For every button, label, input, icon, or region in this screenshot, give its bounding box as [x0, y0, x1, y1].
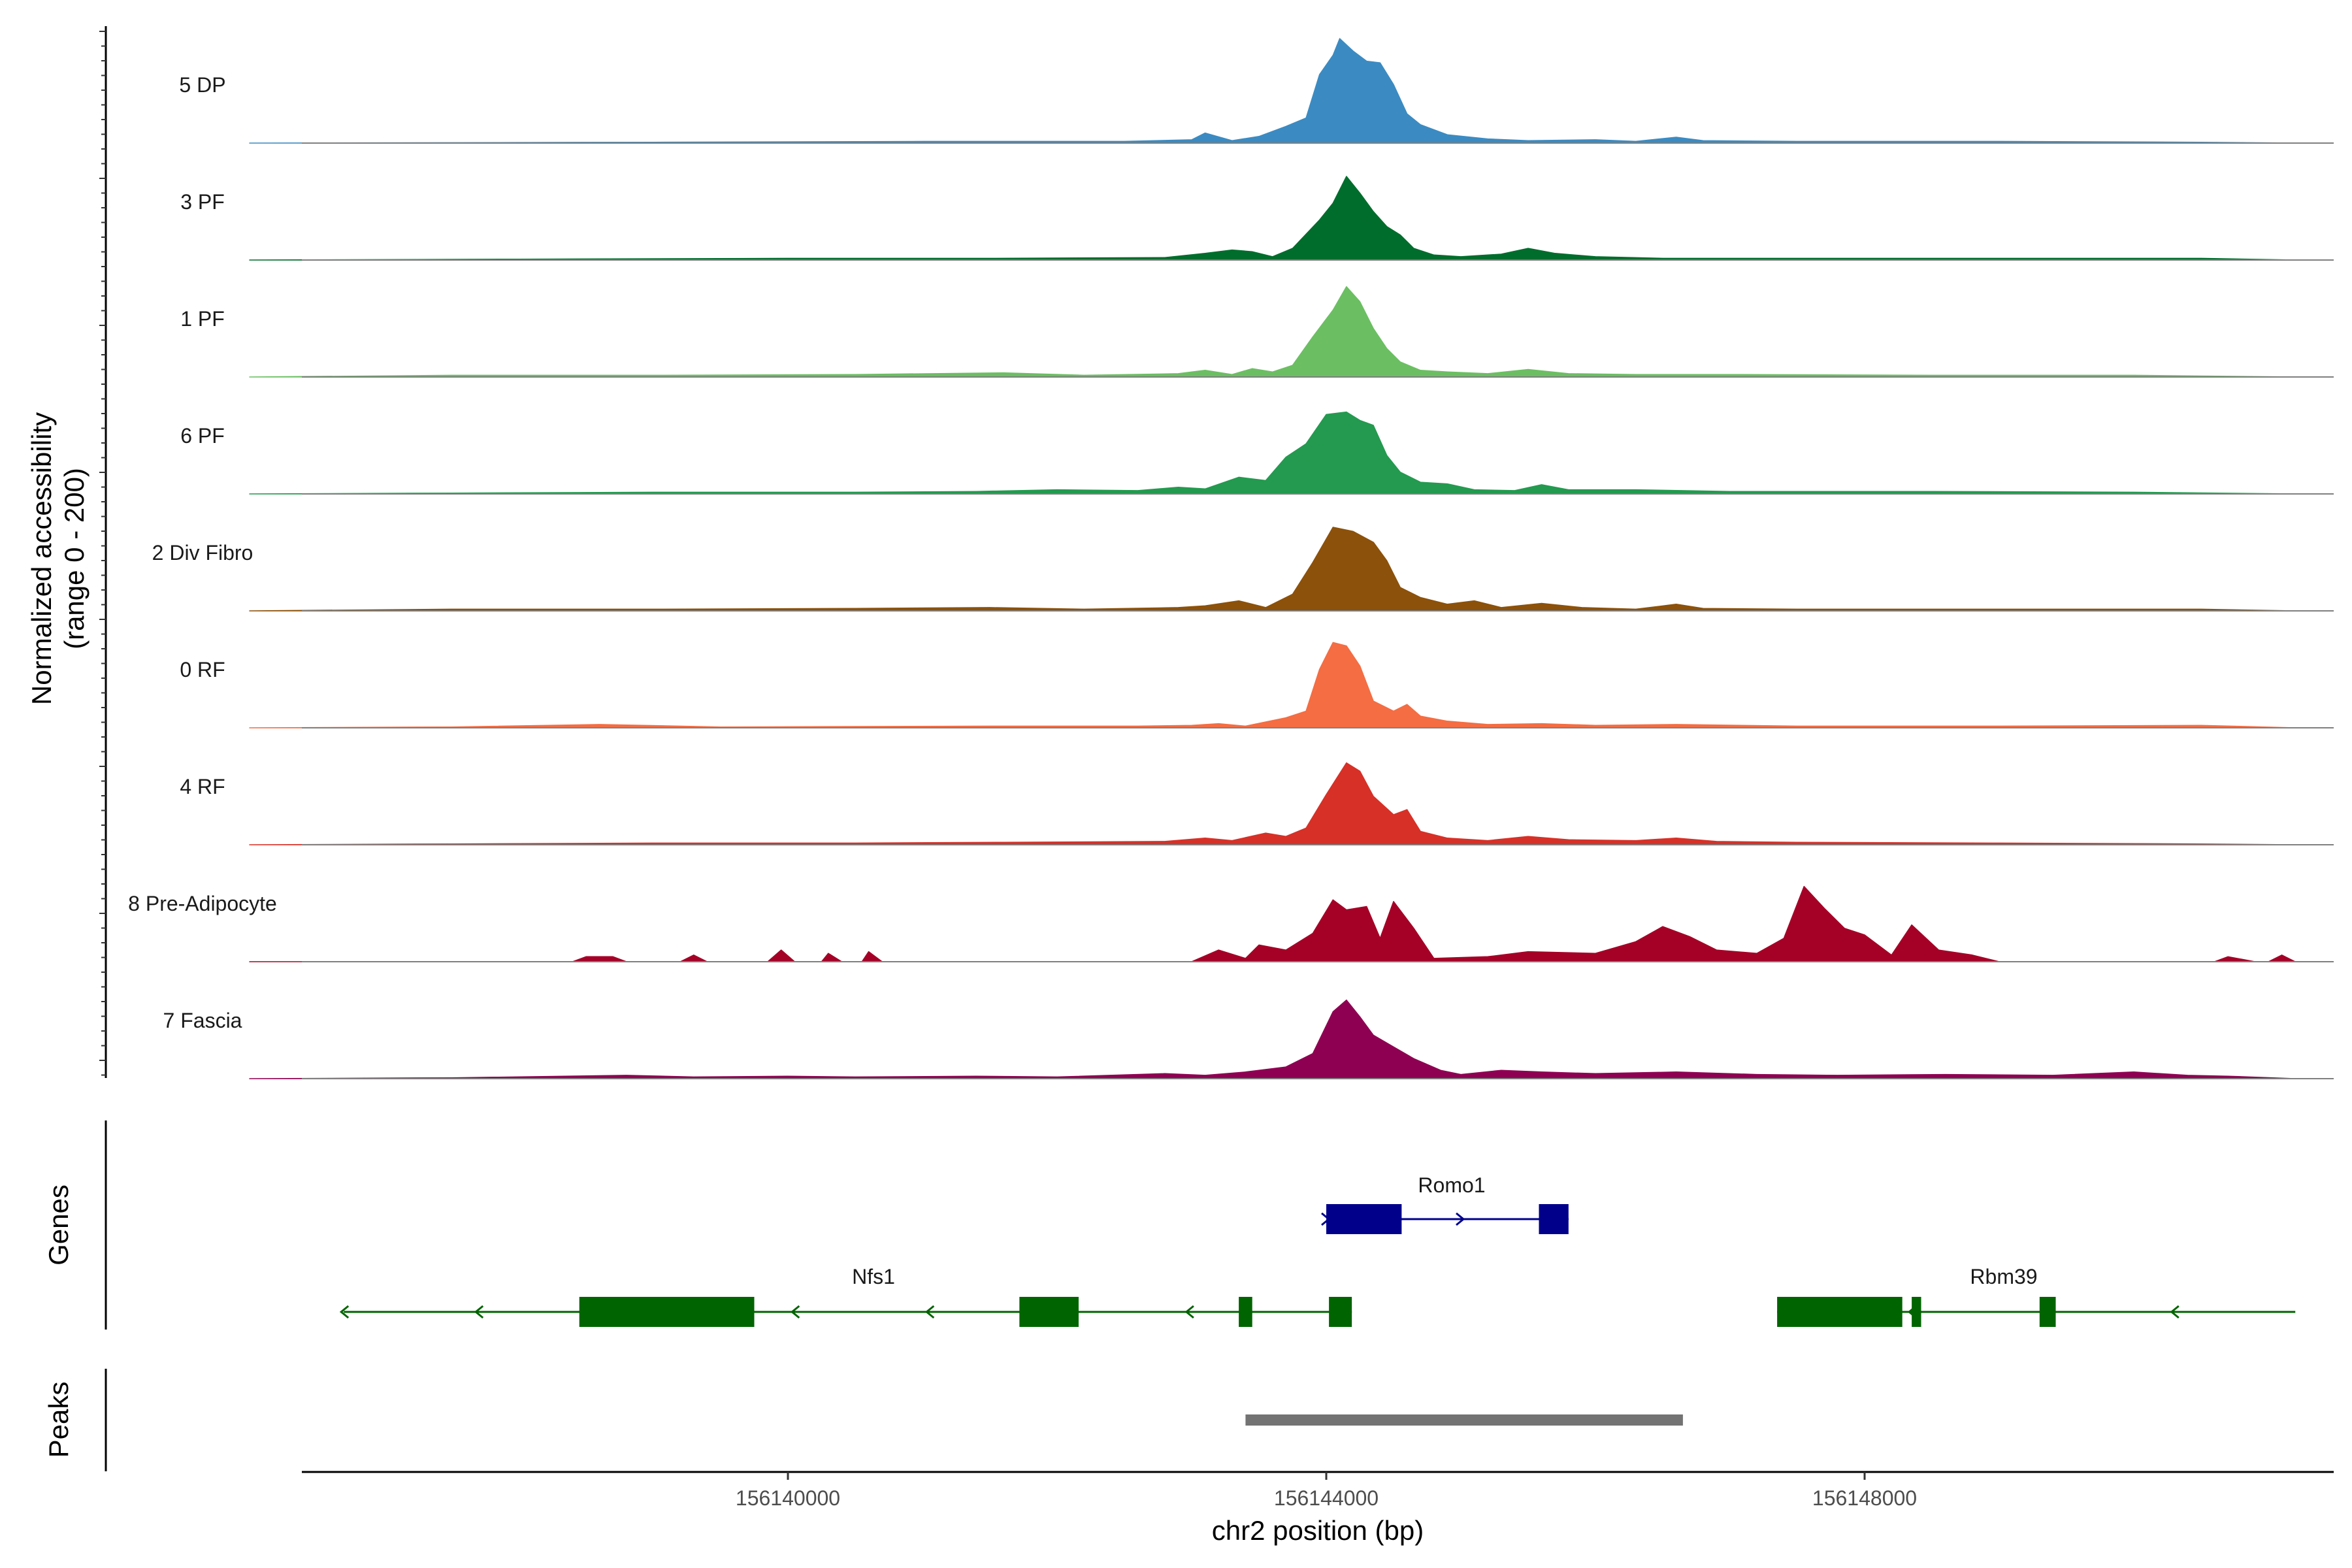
track-label: 3 PF — [180, 190, 225, 214]
gene-exon — [1912, 1297, 1921, 1327]
coverage-area — [249, 286, 2296, 378]
coverage-area — [249, 527, 2296, 612]
gene-annotation-track: Romo1 Nfs1 Rbm39 — [339, 1173, 2296, 1327]
gene-exon — [1329, 1297, 1352, 1327]
coverage-area — [249, 762, 2296, 845]
track-7-fascia: 7 Fascia — [163, 999, 2334, 1079]
coverage-tracks: 5 DP 3 PF 1 PF 6 PF 2 Div Fibro 0 RF 4 RF 8 Pre… — [128, 38, 2334, 1079]
strand-arrow — [339, 1305, 350, 1319]
track-label: 1 PF — [180, 307, 225, 331]
track-label: 6 PF — [180, 424, 225, 448]
strand-arrow — [1907, 1305, 1918, 1319]
gene-romo1: Romo1 — [1321, 1173, 1569, 1234]
strand-arrow — [2170, 1305, 2180, 1319]
peaks-panel-label: Peaks — [43, 1382, 74, 1458]
track-6-pf: 6 PF — [180, 411, 2334, 495]
gene-exon — [1239, 1297, 1252, 1327]
track-label: 4 RF — [180, 775, 225, 798]
track-5-dp: 5 DP — [179, 38, 2334, 144]
coverage-area — [249, 176, 2296, 261]
gene-exon — [579, 1297, 755, 1327]
track-label: 0 RF — [180, 658, 225, 681]
x-tick-label: 156140000 — [736, 1486, 840, 1510]
strand-arrow — [1456, 1212, 1465, 1226]
gene-exon — [1019, 1297, 1079, 1327]
x-axis-ticks: 156140000 156144000 156148000 — [736, 1472, 1917, 1510]
peak-region — [1245, 1414, 1683, 1426]
coverage-area — [249, 642, 2296, 728]
gene-exon — [1539, 1204, 1569, 1234]
x-axis-title: chr2 position (bp) — [1212, 1515, 1424, 1546]
coverage-area — [249, 886, 2296, 962]
strand-arrow — [1184, 1305, 1194, 1319]
strand-arrow — [790, 1305, 800, 1319]
gene-label: Nfs1 — [852, 1265, 895, 1288]
coverage-y-ticks — [99, 31, 106, 1076]
track-1-pf: 1 PF — [180, 286, 2334, 378]
track-label: 5 DP — [179, 73, 225, 97]
track-label: 8 Pre-Adipocyte — [128, 892, 277, 915]
genes-panel-label: Genes — [43, 1184, 74, 1266]
track-2-div-fibro: 2 Div Fibro — [152, 527, 2334, 612]
coverage-area — [249, 411, 2296, 495]
gene-exon — [1326, 1204, 1402, 1234]
gene-rbm39: Rbm39 — [1777, 1265, 2296, 1327]
x-tick-label: 156144000 — [1274, 1486, 1379, 1510]
strand-arrow — [474, 1305, 484, 1319]
coverage-area — [249, 999, 2296, 1079]
track-4-rf: 4 RF — [180, 762, 2334, 845]
coverage-area — [249, 38, 2296, 144]
x-tick-label: 156148000 — [1812, 1486, 1917, 1510]
gene-label: Romo1 — [1418, 1173, 1485, 1197]
strand-arrow — [924, 1305, 935, 1319]
gene-exon — [1777, 1297, 1903, 1327]
gene-nfs1: Nfs1 — [339, 1265, 1352, 1327]
track-8-pre-adipocyte: 8 Pre-Adipocyte — [128, 886, 2334, 962]
peak-track — [1245, 1414, 1683, 1426]
track-3-pf: 3 PF — [180, 176, 2334, 261]
gene-label: Rbm39 — [1970, 1265, 2037, 1288]
track-0-rf: 0 RF — [180, 642, 2334, 728]
gene-exon — [2039, 1297, 2056, 1327]
track-label: 2 Div Fibro — [152, 541, 253, 564]
y-axis-title-line1: Normalized accessibility — [26, 412, 57, 705]
y-axis-title-line2: (range 0 - 200) — [59, 468, 90, 649]
strand-arrow — [1321, 1212, 1331, 1226]
track-label: 7 Fascia — [163, 1009, 242, 1032]
